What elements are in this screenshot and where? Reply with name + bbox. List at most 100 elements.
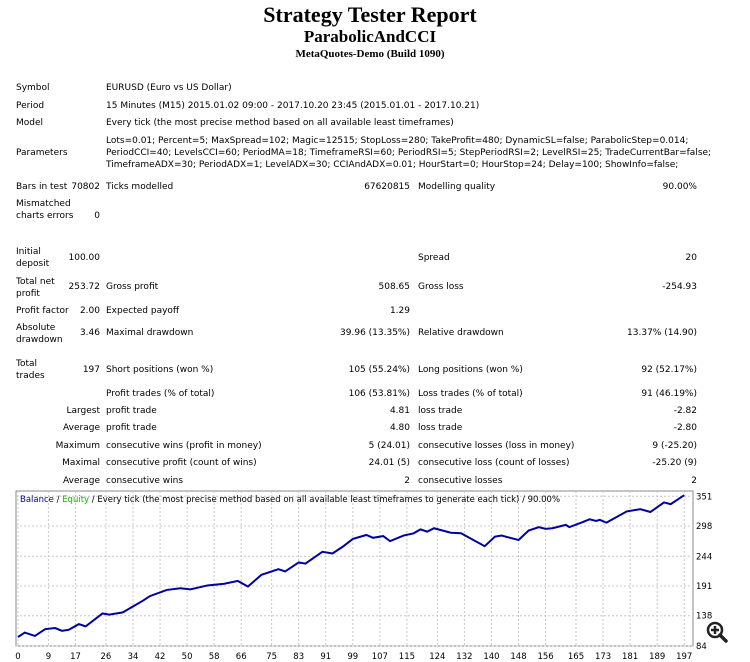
label: Profit trades (% of total): [106, 389, 215, 399]
value: Every tick (the most precise method base…: [106, 118, 454, 128]
y-tick-label: 244: [696, 552, 712, 562]
value: 39.96 (13.35%): [340, 328, 410, 338]
x-tick-label: 140: [483, 652, 499, 662]
value: 105 (55.24%): [348, 365, 410, 375]
balance-line: [17, 494, 685, 638]
legend-sep: /: [54, 495, 62, 505]
label: Maximal: [62, 458, 100, 468]
x-tick-label: 34: [128, 652, 139, 662]
x-tick-label: 99: [347, 652, 358, 662]
server-build: MetaQuotes-Demo (Build 1090): [295, 48, 445, 60]
value: 4.81: [389, 406, 410, 416]
label: Gross profit: [106, 282, 159, 292]
x-tick-label: 173: [595, 652, 611, 662]
y-tick-label: 84: [696, 642, 707, 652]
label: Modelling quality: [418, 182, 496, 192]
value: 2: [691, 476, 697, 486]
label: consecutive losses: [418, 476, 503, 486]
label: consecutive wins (profit in money): [106, 441, 262, 451]
label: Short positions (won %): [106, 365, 214, 375]
value: 13.37% (14.90): [627, 328, 697, 338]
label: Maximal drawdown: [106, 328, 194, 338]
x-tick-label: 148: [510, 652, 526, 662]
x-tick-label: 156: [537, 652, 553, 662]
value: -2.80: [673, 423, 697, 433]
value: 9 (-25.20): [652, 441, 697, 451]
value: 92 (52.17%): [641, 365, 697, 375]
value: 253.72: [68, 282, 101, 292]
label: Largest: [66, 406, 100, 416]
label: Symbol: [16, 83, 50, 93]
label: Model: [16, 118, 44, 128]
x-tick-label: 58: [209, 652, 220, 662]
label: Parameters: [16, 148, 68, 158]
expert-name: ParabolicAndCCI: [303, 27, 437, 46]
label: Average: [63, 423, 100, 433]
label: Absolute drawdown: [16, 323, 63, 345]
x-tick-label: 189: [649, 652, 665, 662]
value: 90.00%: [662, 182, 697, 192]
chart-legend: Balance / Equity / Every tick (the most …: [20, 495, 560, 505]
label: Maximum: [55, 441, 100, 451]
label: profit trade: [106, 423, 157, 433]
label: consecutive wins: [106, 476, 184, 486]
x-tick-label: 124: [429, 652, 445, 662]
value: -25.20 (9): [652, 458, 697, 468]
value: 15 Minutes (M15) 2015.01.02 09:00 - 2017…: [106, 101, 480, 111]
zoom-in-icon[interactable]: [706, 621, 728, 643]
label: Mismatched charts errors: [16, 199, 74, 221]
label: consecutive loss (count of losses): [418, 458, 570, 468]
y-tick-label: 138: [696, 612, 712, 622]
label: Loss trades (% of total): [418, 389, 523, 399]
x-tick-label: 42: [155, 652, 166, 662]
value: 5 (24.01): [368, 441, 410, 451]
label: Bars in test: [16, 182, 68, 192]
balance-chart: 0 9 17 26 34 42 50 58 66 75 83 91 99 107 115 124 132 140 1…: [15, 490, 728, 662]
x-tick-label: 91: [320, 652, 331, 662]
value: 3.46: [79, 328, 100, 338]
x-tick-label: 17: [70, 652, 81, 662]
value: 4.80: [389, 423, 410, 433]
x-tick-label: 107: [372, 652, 388, 662]
y-tick-label: 298: [696, 522, 712, 532]
label: Initial deposit: [16, 247, 50, 269]
value: 508.65: [378, 282, 411, 292]
label: Expected payoff: [106, 306, 180, 316]
label: Total trades: [16, 359, 45, 381]
label: Average: [63, 476, 100, 486]
value: 0: [94, 211, 100, 221]
y-tick-label: 351: [696, 492, 712, 502]
x-tick-label: 132: [456, 652, 472, 662]
label: loss trade: [418, 406, 463, 416]
label: Relative drawdown: [418, 328, 504, 338]
label: Ticks modelled: [106, 182, 174, 192]
legend-balance: Balance: [20, 495, 54, 505]
value: 70802: [71, 182, 100, 192]
value: 20: [685, 253, 697, 263]
x-tick-label: 181: [622, 652, 638, 662]
label: loss trade: [418, 423, 463, 433]
report-title: Strategy Tester Report: [263, 2, 477, 27]
value: 2.00: [79, 306, 100, 316]
x-tick-label: 75: [266, 652, 277, 662]
x-tick-label: 66: [236, 652, 247, 662]
label: Gross loss: [418, 282, 464, 292]
label: consecutive losses (loss in money): [418, 441, 575, 451]
value: EURUSD (Euro vs US Dollar): [106, 83, 232, 93]
y-tick-label: 191: [696, 582, 712, 592]
label: consecutive profit (count of wins): [106, 458, 257, 468]
x-tick-label: 83: [293, 652, 304, 662]
x-tick-label: 50: [182, 652, 193, 662]
x-tick-label: 0: [15, 652, 20, 662]
value: 24.01 (5): [368, 458, 410, 468]
value: Lots=0.01; Percent=5; MaxSpread=102; Mag…: [106, 136, 712, 170]
x-tick-label: 165: [568, 652, 584, 662]
value: 91 (46.19%): [641, 389, 697, 399]
legend-equity: Equity: [62, 495, 89, 505]
label: Profit factor: [16, 306, 69, 316]
label: Long positions (won %): [418, 365, 523, 375]
plot-frame: [15, 490, 694, 647]
x-tick-label: 9: [46, 652, 51, 662]
value: 197: [82, 365, 100, 375]
label: Spread: [418, 253, 450, 263]
